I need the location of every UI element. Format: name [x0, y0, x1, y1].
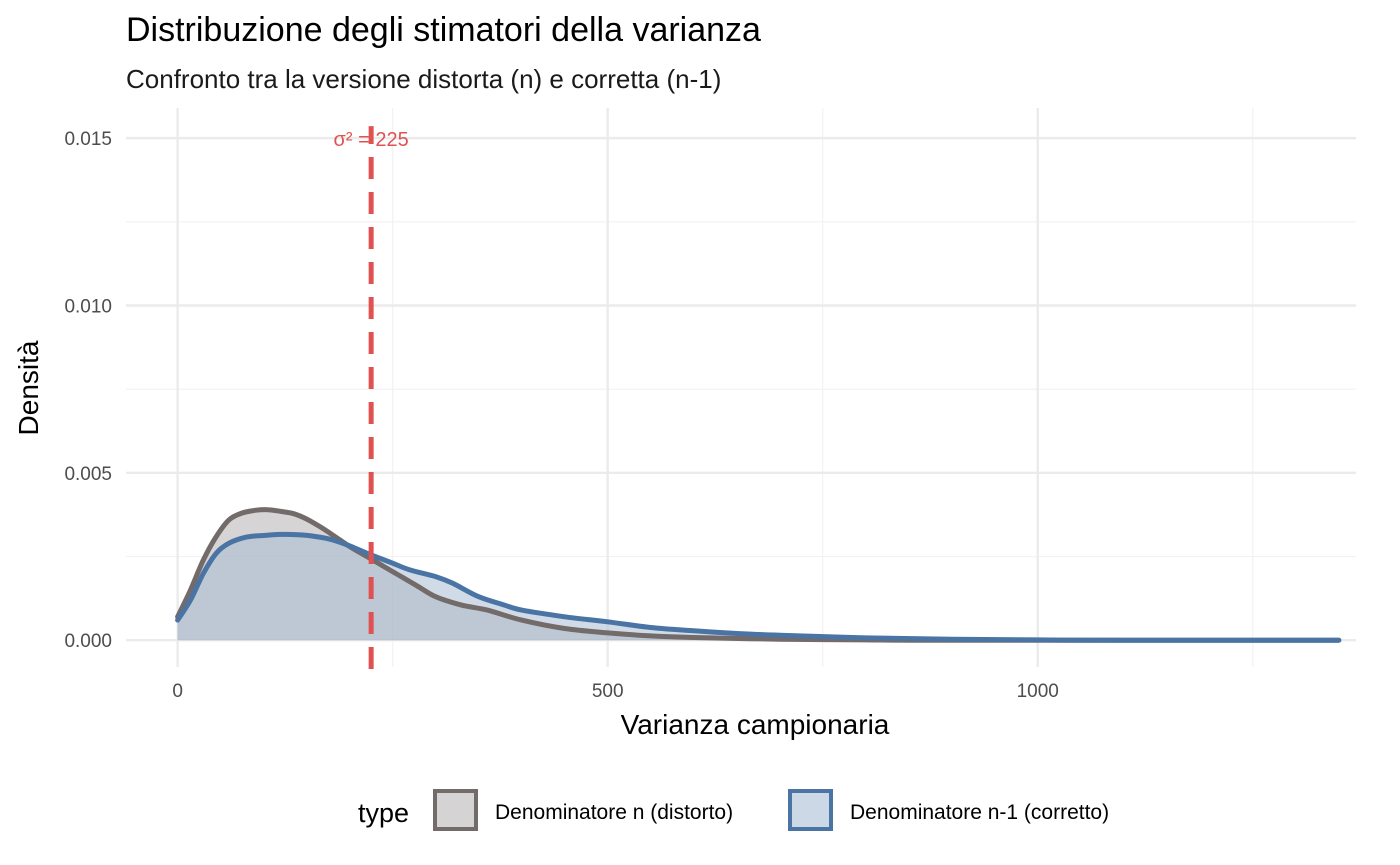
true-variance-label: σ² = 225: [334, 129, 409, 151]
x-tick-label: 0: [172, 681, 183, 702]
legend-label-corretto: Denominatore n-1 (corretto): [850, 801, 1109, 824]
chart-subtitle: Confronto tra la versione distorta (n) e…: [126, 64, 721, 94]
y-axis-title: Densità: [13, 340, 44, 435]
y-tick-label: 0.000: [64, 631, 112, 652]
legend: type Denominatore n (distorto) Denominat…: [358, 789, 1109, 831]
y-tick-label: 0.010: [64, 296, 112, 317]
chart-title: Distribuzione degli stimatori della vari…: [126, 11, 761, 49]
x-axis-title: Varianza campionaria: [621, 709, 890, 740]
y-tick-label: 0.015: [64, 129, 112, 150]
reference-line-layer: σ² = 225: [334, 126, 409, 669]
x-tick-label: 1000: [1017, 681, 1059, 702]
plot-panel: [126, 108, 1356, 667]
legend-key-distorto: [433, 789, 478, 831]
legend-key-corretto: [788, 789, 833, 831]
tick-labels: 0.000 0.005 0.010 0.015 0 500 1000: [64, 129, 1058, 702]
series-layer: [175, 507, 1342, 643]
density-line-corretto: [175, 531, 1342, 643]
legend-title: type: [358, 798, 409, 828]
x-tick-label: 500: [592, 681, 624, 702]
density-line-distorto: [175, 507, 1342, 643]
legend-label-distorto: Denominatore n (distorto): [495, 801, 733, 824]
y-tick-label: 0.005: [64, 464, 112, 485]
density-area-corretto: [177, 534, 1339, 641]
